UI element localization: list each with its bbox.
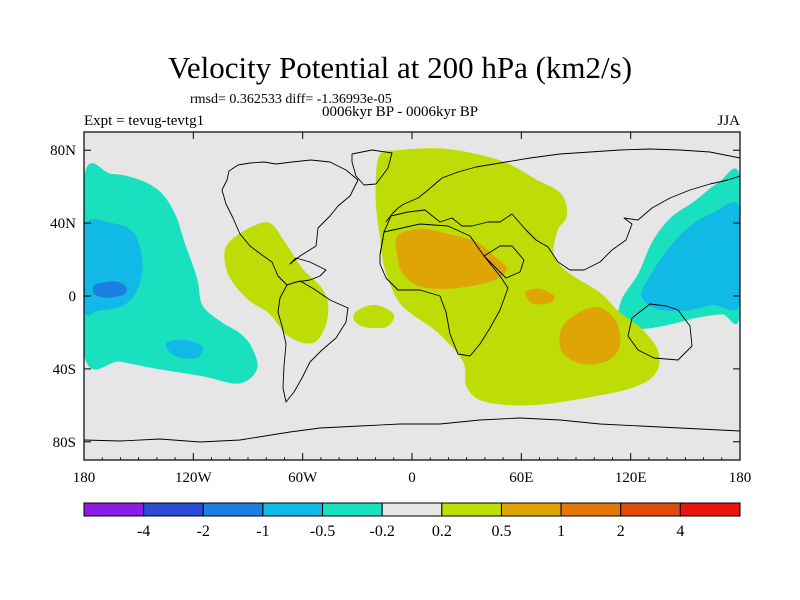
- contour-region-5: [641, 202, 740, 311]
- contour-region-10: [524, 288, 555, 305]
- colorbar-label-2: -1: [256, 523, 269, 540]
- rmsd-stats: rmsd= 0.362533 diff= -1.36993e-05: [190, 92, 392, 107]
- x-tick-label-1: 120W: [175, 470, 213, 486]
- colorbar-label-0: -4: [137, 523, 150, 540]
- colorbar-swatch-3: [262, 502, 324, 517]
- colorbar-swatch-6: [441, 502, 502, 517]
- colorbar-label-6: 0.5: [491, 523, 511, 540]
- x-tick-label-2: 60W: [288, 470, 318, 486]
- y-tick-label-4: 80S: [53, 435, 76, 451]
- contour-region-6: [224, 222, 329, 344]
- season-label: JJA: [717, 113, 740, 129]
- contour-region-9: [395, 228, 507, 289]
- contour-region-11: [559, 306, 621, 365]
- colorbar-label-9: 4: [676, 523, 684, 540]
- colorbar-label-7: 1: [557, 523, 565, 540]
- chart-title: Velocity Potential at 200 hPa (km2/s): [167, 50, 633, 85]
- x-tick-label-5: 120E: [615, 470, 647, 486]
- x-tick-label-6: 180: [729, 470, 752, 486]
- colorbar-swatch-5: [381, 502, 443, 517]
- x-tick-label-3: 0: [408, 470, 416, 486]
- contour-region-0: [84, 163, 258, 384]
- period-label: 0006kyr BP - 0006kyr BP: [321, 104, 479, 120]
- colorbar-label-8: 2: [617, 523, 625, 540]
- colorbar-swatch-8: [560, 502, 622, 517]
- colorbar-label-5: 0.2: [432, 523, 452, 540]
- coastline-australia: [627, 303, 693, 361]
- coastline-arabia: [483, 245, 525, 279]
- x-tick-label-0: 180: [73, 470, 96, 486]
- experiment-label: Expt = tevug-tevtg1: [84, 113, 205, 129]
- coastline-north-america: [221, 159, 359, 286]
- contour-region-7: [353, 305, 395, 329]
- colorbar-swatch-7: [500, 502, 562, 517]
- colorbar-label-1: -2: [197, 523, 210, 540]
- coastline-greenland: [351, 149, 393, 186]
- colorbar-swatch-4: [322, 502, 383, 517]
- y-tick-label-0: 80N: [50, 143, 76, 159]
- coastline-eurasia: [379, 148, 740, 271]
- x-tick-label-4: 60E: [509, 470, 533, 486]
- colorbar-label-3: -0.5: [310, 523, 335, 540]
- colorbar-swatch-1: [143, 502, 204, 517]
- y-tick-label-1: 40N: [50, 216, 76, 232]
- contour-region-2: [92, 281, 127, 298]
- colorbar-swatch-0: [83, 502, 145, 517]
- colorbar-swatch-2: [202, 502, 264, 517]
- colorbar-swatch-9: [620, 502, 681, 517]
- contour-region-3: [165, 339, 204, 359]
- coastline-antarctica: [84, 417, 740, 443]
- colorbar-swatch-10: [679, 502, 741, 517]
- y-tick-label-3: 40S: [53, 362, 76, 378]
- colorbar-label-4: -0.2: [370, 523, 395, 540]
- coastline-south-america: [277, 280, 349, 403]
- coastline-africa: [379, 223, 509, 357]
- y-tick-label-2: 0: [69, 289, 77, 305]
